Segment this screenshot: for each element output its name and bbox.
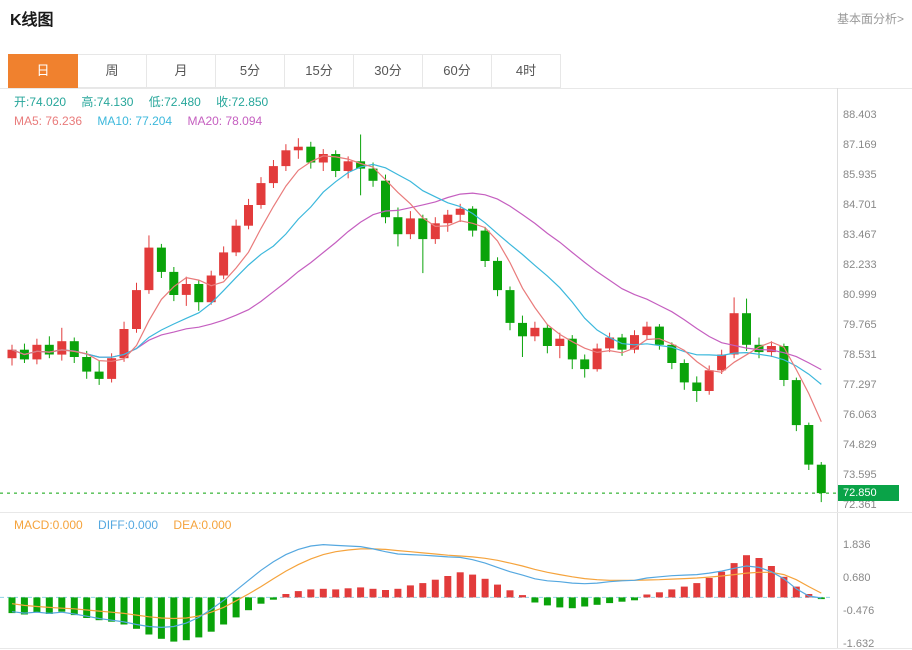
- tab-day[interactable]: 日: [8, 54, 78, 88]
- quote-open: 开:74.020: [14, 95, 67, 109]
- price-axis-label: 76.063: [843, 409, 877, 421]
- quote-close: 收:72.850: [216, 95, 269, 109]
- fundamental-analysis-link[interactable]: 基本面分析>: [836, 12, 904, 26]
- tab-4hour[interactable]: 4时: [491, 54, 561, 88]
- diff-line: [11, 543, 822, 629]
- price-axis-label: 87.169: [843, 139, 877, 151]
- panel-divider: [0, 512, 912, 513]
- quote-row: 开:74.020 高:74.130 低:72.480 收:72.850: [14, 93, 280, 110]
- tab-60min[interactable]: 60分: [422, 54, 492, 88]
- current-price-tag: 72.850: [838, 485, 899, 502]
- macd-value-legend: MACD:0.000: [14, 518, 83, 532]
- tab-5min[interactable]: 5分: [215, 54, 285, 88]
- ma20-line: [11, 192, 822, 371]
- quote-low: 低:72.480: [148, 95, 201, 109]
- main-chart-canvas[interactable]: [0, 88, 837, 512]
- dea-value-legend: DEA:0.000: [173, 518, 232, 532]
- ma-legend-row: MA5: 76.236 MA10: 77.204 MA20: 78.094: [14, 114, 274, 128]
- price-axis-label: 77.297: [843, 379, 877, 391]
- macd-axis-label: 0.680: [843, 571, 871, 584]
- macd-axis-label: -1.632: [843, 637, 875, 650]
- chart-top-border: [0, 88, 912, 89]
- ma10-line: [11, 163, 822, 385]
- macd-chart-svg: [0, 543, 830, 642]
- price-axis-label: 88.403: [843, 109, 877, 121]
- macd-axis-label: 1.836: [843, 538, 871, 551]
- tab-bar: 日周月 5分 15分 30分 60分 4时: [8, 54, 561, 88]
- macd-legend-row: MACD:0.000 DIFF:0.000 DEA:0.000: [14, 518, 243, 532]
- tab-15min[interactable]: 15分: [284, 54, 354, 88]
- tab-week[interactable]: 周: [77, 54, 147, 88]
- page-title: K线图: [10, 12, 54, 29]
- candles-layer: [7, 134, 826, 503]
- macd-chart-canvas[interactable]: [0, 512, 837, 648]
- tab-30min[interactable]: 30分: [353, 54, 423, 88]
- price-axis-label: 84.701: [843, 199, 877, 211]
- main-chart-svg: [0, 134, 837, 503]
- tab-month[interactable]: 月: [146, 54, 216, 88]
- price-axis-label: 85.935: [843, 169, 877, 181]
- dea-line: [11, 548, 822, 620]
- quote-high: 高:74.130: [81, 95, 134, 109]
- macd-axis-label: -0.476: [843, 604, 875, 617]
- macd-histogram: [8, 555, 825, 642]
- price-axis-label: 78.531: [843, 349, 877, 361]
- price-axis-label: 79.765: [843, 319, 877, 331]
- price-axis-label: 80.999: [843, 289, 877, 301]
- price-axis-label: 74.829: [843, 439, 877, 451]
- ma20-legend: MA20: 78.094: [187, 114, 263, 128]
- axis-divider: [837, 88, 838, 648]
- ma5-line: [11, 155, 822, 423]
- price-axis-label: 83.467: [843, 229, 877, 241]
- ma5-legend: MA5: 76.236: [14, 114, 83, 128]
- price-axis: 88.403 87.169 85.935 84.701 83.467 82.233 80.9…: [838, 0, 912, 650]
- diff-value-legend: DIFF:0.000: [98, 518, 159, 532]
- bottom-border: [0, 648, 912, 649]
- price-axis-label: 72.361: [843, 499, 877, 511]
- price-axis-label: 82.233: [843, 259, 877, 271]
- price-axis-label: 73.595: [843, 469, 877, 481]
- ma10-legend: MA10: 77.204: [97, 114, 173, 128]
